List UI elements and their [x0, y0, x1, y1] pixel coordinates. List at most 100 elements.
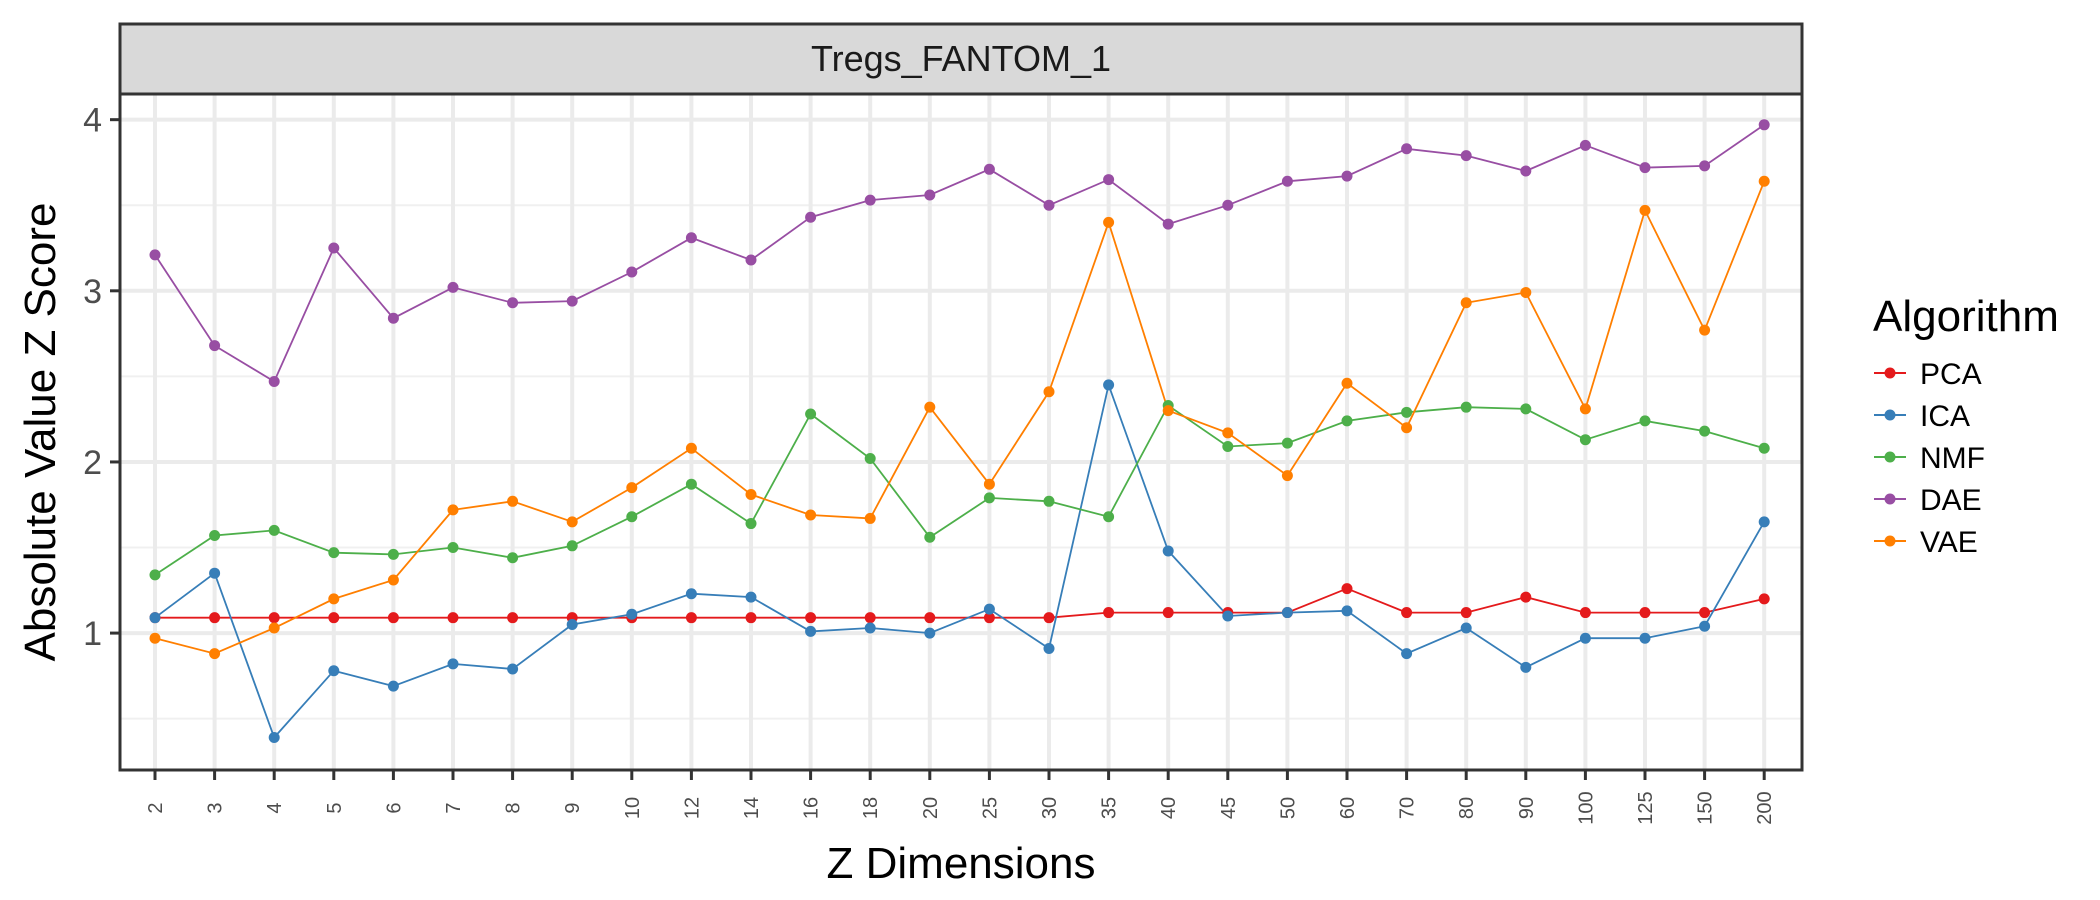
data-point-pca — [1103, 607, 1115, 619]
legend-key-point — [1884, 409, 1896, 421]
data-point-vae — [626, 482, 638, 494]
data-point-nmf — [1222, 441, 1234, 453]
data-point-ica — [1520, 661, 1532, 673]
data-point-dae — [1639, 162, 1651, 174]
x-tick-label: 45 — [1218, 797, 1240, 819]
data-point-dae — [924, 189, 936, 201]
data-point-nmf — [447, 542, 459, 554]
data-point-dae — [1699, 160, 1711, 172]
legend-label-dae: DAE — [1920, 484, 1982, 517]
data-point-dae — [1162, 218, 1174, 230]
data-point-vae — [924, 401, 936, 413]
series-line-vae — [154, 180, 1766, 655]
data-point-ica — [1222, 610, 1234, 622]
legend-key-point — [1884, 493, 1896, 505]
data-point-ica — [1639, 632, 1651, 644]
series-points — [149, 119, 1770, 743]
data-point-vae — [1639, 204, 1651, 216]
data-point-ica — [1043, 642, 1055, 654]
data-point-vae — [805, 509, 817, 521]
data-point-pca — [1401, 607, 1413, 619]
data-point-ica — [805, 625, 817, 637]
x-axis-title: Z Dimensions — [827, 839, 1096, 888]
x-tick-label: 16 — [801, 797, 823, 819]
x-tick-label: 18 — [860, 797, 882, 819]
x-tick-label: 100 — [1575, 791, 1597, 824]
data-point-ica — [1699, 620, 1711, 632]
data-point-ica — [1281, 607, 1293, 619]
data-point-dae — [1341, 170, 1353, 182]
chart-title: Tregs_FANTOM_1 — [811, 38, 1111, 79]
legend-label-pca: PCA — [1920, 358, 1982, 391]
data-point-vae — [1520, 287, 1532, 299]
data-point-vae — [685, 442, 697, 454]
data-point-ica — [1758, 516, 1770, 528]
data-point-nmf — [1460, 401, 1472, 413]
x-tick-label: 150 — [1695, 791, 1717, 824]
data-point-pca — [209, 612, 221, 624]
data-point-ica — [1401, 648, 1413, 660]
data-point-ica — [209, 567, 221, 579]
data-point-vae — [209, 648, 221, 660]
data-point-pca — [1639, 607, 1651, 619]
x-tick-label: 80 — [1456, 797, 1478, 819]
y-tick-label: 3 — [83, 273, 102, 311]
series-line-nmf — [154, 404, 1765, 576]
data-point-vae — [1699, 324, 1711, 336]
data-point-vae — [387, 574, 399, 586]
legend-title: Algorithm — [1873, 292, 2059, 341]
x-tick-label: 2 — [145, 802, 167, 813]
data-point-dae — [1222, 199, 1234, 211]
data-point-pca — [387, 612, 399, 624]
data-point-pca — [1758, 593, 1770, 605]
data-point-ica — [1162, 545, 1174, 557]
data-point-dae — [1281, 175, 1293, 187]
data-point-dae — [566, 295, 578, 307]
data-point-dae — [328, 242, 340, 254]
data-point-pca — [1341, 583, 1353, 595]
data-point-nmf — [566, 540, 578, 552]
data-point-dae — [387, 312, 399, 324]
data-point-vae — [1460, 297, 1472, 309]
series-line-pca — [155, 587, 1765, 619]
legend-label-ica: ICA — [1920, 400, 1970, 433]
legend-key-point — [1884, 535, 1896, 547]
series-line-ica — [154, 381, 1765, 740]
x-tick-label: 60 — [1337, 797, 1359, 819]
legend-key-point — [1884, 367, 1896, 379]
data-point-nmf — [209, 530, 221, 542]
y-tick-label: 1 — [83, 615, 102, 653]
data-point-dae — [447, 281, 459, 293]
data-point-ica — [1103, 379, 1115, 391]
data-point-nmf — [1639, 415, 1651, 427]
data-point-pca — [864, 612, 876, 624]
data-point-dae — [209, 340, 221, 352]
data-point-ica — [387, 680, 399, 692]
data-point-vae — [1758, 175, 1770, 187]
data-point-dae — [1401, 143, 1413, 155]
data-point-vae — [447, 504, 459, 516]
data-point-dae — [626, 266, 638, 278]
x-tick-label: 35 — [1099, 797, 1121, 819]
data-point-nmf — [805, 408, 817, 420]
data-point-pca — [924, 612, 936, 624]
data-point-dae — [864, 194, 876, 206]
data-point-pca — [507, 612, 519, 624]
data-point-pca — [1699, 607, 1711, 619]
data-point-dae — [805, 211, 817, 223]
data-point-nmf — [1103, 511, 1115, 523]
data-point-ica — [924, 627, 936, 639]
data-point-pca — [1579, 607, 1591, 619]
data-point-vae — [745, 488, 757, 500]
data-point-nmf — [924, 531, 936, 543]
data-point-nmf — [1699, 425, 1711, 437]
series-line-dae — [154, 124, 1765, 383]
y-axis: 1 2 3 4 — [83, 102, 120, 653]
data-point-nmf — [745, 518, 757, 530]
x-tick-label: 25 — [979, 797, 1001, 819]
x-tick-label: 6 — [383, 802, 405, 813]
data-point-ica — [1579, 632, 1591, 644]
data-point-vae — [1222, 427, 1234, 439]
data-point-vae — [1341, 377, 1353, 389]
data-point-pca — [1162, 607, 1174, 619]
